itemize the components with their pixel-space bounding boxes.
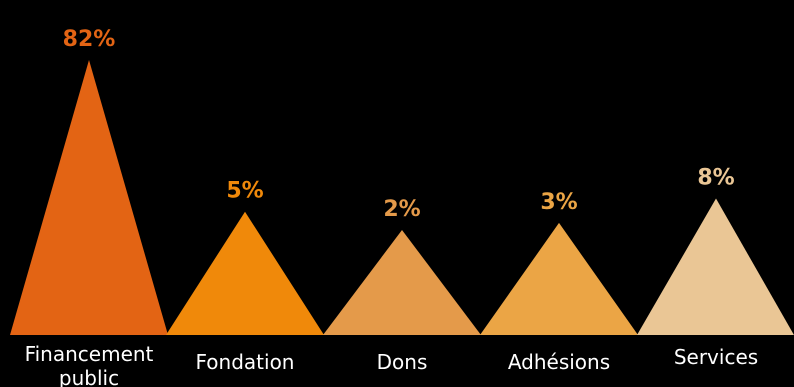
bar-adhesions [480,222,638,335]
bar-financement-public [10,60,168,335]
category-label-line: Adhésions [508,350,610,374]
category-label-dons: Dons [377,350,428,374]
category-label-line: public [59,366,119,387]
value-label-financement-public: 82% [63,27,116,52]
category-label-line: Fondation [196,350,295,374]
chart-marks [10,60,794,335]
category-label-services: Services [674,345,758,369]
category-label-financement-public: Financement public [25,342,154,387]
value-label-services: 8% [697,166,734,191]
category-label-line: Financement [25,342,154,366]
value-label-adhesions: 3% [540,190,577,215]
category-label-fondation: Fondation [196,350,295,374]
category-label-line: Dons [377,350,428,374]
bar-fondation [166,211,324,335]
category-labels: Financement public Fondation Dons Adhésions S… [25,342,759,387]
category-label-adhesions: Adhésions [508,350,610,374]
category-label-line: Services [674,345,758,369]
value-label-dons: 2% [383,197,420,222]
value-labels: 82% 5% 2% 3% 8% [63,27,735,222]
bar-services [637,198,794,335]
value-label-fondation: 5% [226,179,263,204]
bar-dons [323,230,481,335]
